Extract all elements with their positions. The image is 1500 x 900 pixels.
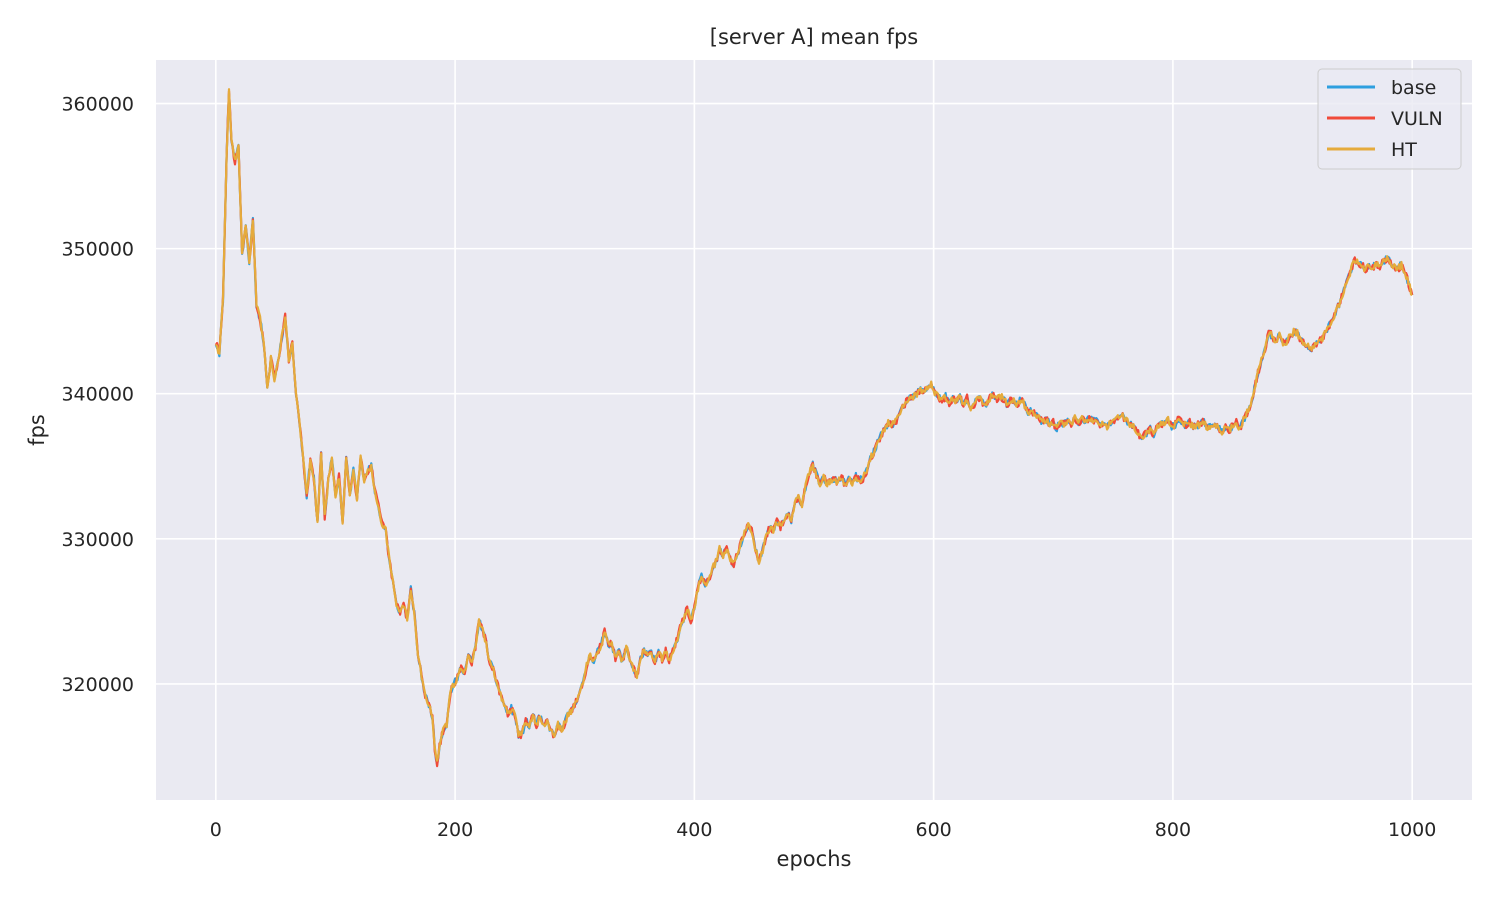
x-tick-label: 400 — [676, 819, 712, 841]
x-axis-label: epochs — [777, 847, 852, 871]
plot-area — [156, 60, 1472, 800]
x-axis-ticks: 0 200 400 600 800 1000 — [210, 819, 1437, 841]
x-tick-label: 1000 — [1388, 819, 1436, 841]
y-tick-label: 340000 — [61, 384, 134, 406]
y-tick-label: 320000 — [61, 674, 134, 696]
x-tick-label: 0 — [210, 819, 222, 841]
x-tick-label: 600 — [916, 819, 952, 841]
legend: base VULN HT — [1317, 68, 1462, 170]
y-axis-ticks: 320000 330000 340000 350000 360000 — [61, 94, 134, 696]
x-tick-label: 200 — [437, 819, 473, 841]
legend-label-vuln: VULN — [1391, 108, 1443, 130]
legend-box — [1317, 68, 1462, 170]
y-tick-label: 330000 — [61, 529, 134, 551]
grid — [156, 60, 1472, 800]
y-tick-label: 350000 — [61, 239, 134, 261]
y-tick-label: 360000 — [61, 94, 134, 116]
legend-label-base: base — [1391, 77, 1436, 99]
series-line-ht — [214, 88, 1413, 762]
x-tick-label: 800 — [1155, 819, 1191, 841]
legend-label-ht: HT — [1391, 139, 1417, 161]
y-axis-label: fps — [25, 414, 49, 446]
chart-title: [server A] mean fps — [710, 25, 918, 49]
series-lines — [214, 88, 1414, 768]
